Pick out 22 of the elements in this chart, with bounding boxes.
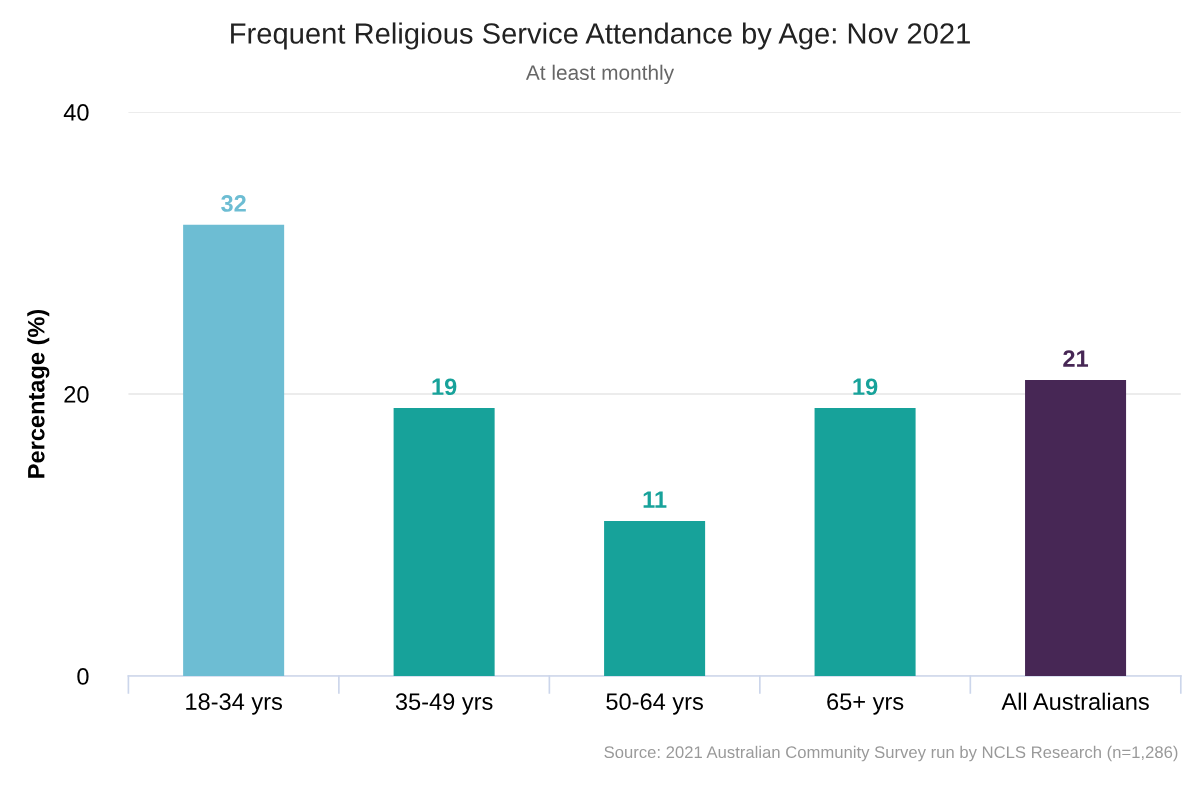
- chart-title: Frequent Religious Service Attendance by Age: Nov 2021: [231, 22, 970, 50]
- x-tick-label: 35-49 yrs: [395, 693, 493, 715]
- source-note: Source: 2021 Australian Community Survey run by NCLS Research (n=1,286): [604, 745, 1178, 762]
- data-label: 19: [432, 378, 457, 396]
- data-label: 32: [221, 195, 246, 212]
- bar: [1025, 379, 1127, 676]
- bar: [814, 408, 916, 676]
- data-label: 11: [643, 491, 667, 508]
- x-tick-label: 65+ yrs: [827, 693, 904, 715]
- y-tick-label: 0: [77, 668, 89, 685]
- x-tick-label: 50-64 yrs: [606, 693, 703, 715]
- x-tick-label: 18-34 yrs: [186, 693, 282, 715]
- data-label: 21: [1063, 350, 1089, 367]
- bar: [604, 520, 706, 676]
- y-tick-label: 40: [63, 104, 89, 121]
- chart-subtitle: At least monthly: [525, 64, 675, 85]
- y-tick-label: 20: [64, 386, 89, 403]
- bar: [393, 408, 495, 676]
- y-axis-title: Percentage (%): [27, 309, 50, 478]
- bar: [183, 224, 285, 676]
- x-tick-label: All Australians: [1001, 692, 1149, 711]
- data-label: 19: [853, 378, 878, 396]
